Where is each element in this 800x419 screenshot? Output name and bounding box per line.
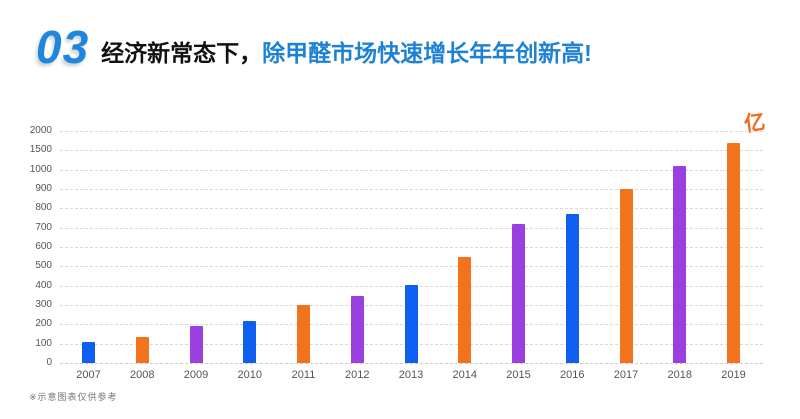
bar-2012 — [350, 296, 364, 363]
gridline-1000 — [60, 169, 763, 171]
gridline-900 — [60, 189, 763, 190]
y-axis-label-0: 0 — [46, 357, 52, 368]
gridline-0 — [60, 363, 763, 364]
y-axis-label-400: 400 — [35, 279, 52, 291]
bar-chart: 亿 0 100 200 300 400 500 600 700 800 900 1000 1500 20… — [30, 111, 767, 381]
y-axis-label-1000: 1000 — [29, 163, 52, 175]
x-axis-label-2008: 2008 — [130, 369, 155, 381]
bar-2008 — [135, 336, 149, 363]
gridline-600 — [60, 247, 763, 248]
x-axis-label-2011: 2011 — [291, 369, 316, 381]
bar-2013 — [404, 284, 418, 363]
page-title: 经济新常态下，除甲醛市场快速增长年年创新高! — [101, 40, 592, 66]
y-axis-label-2000: 2000 — [29, 125, 52, 136]
gridline-2000 — [60, 131, 763, 132]
bar-2016 — [565, 214, 579, 363]
bar-2015 — [512, 223, 525, 363]
x-axis-label-2007: 2007 — [76, 369, 101, 381]
x-axis-label-2016: 2016 — [560, 369, 585, 381]
y-axis-label-600: 600 — [35, 241, 52, 252]
bar-2018 — [673, 165, 687, 363]
bar-2010 — [243, 321, 257, 363]
title-highlight-text: 除甲醛市场快速增长年年创新高! — [262, 40, 592, 66]
bar-2011 — [297, 305, 310, 363]
gridline-700 — [60, 227, 763, 229]
gridline-800 — [60, 208, 763, 210]
y-axis-label-500: 500 — [35, 260, 52, 272]
y-axis-label-300: 300 — [35, 299, 52, 310]
section-number: 03 — [36, 21, 90, 73]
y-axis-label-200: 200 — [35, 318, 52, 330]
x-axis-label-2017: 2017 — [613, 369, 639, 381]
x-axis-label-2012: 2012 — [345, 369, 370, 381]
gridline-1500 — [60, 150, 763, 152]
x-axis-label-2015: 2015 — [506, 369, 531, 381]
y-axis-label-700: 700 — [35, 221, 52, 233]
unit-label: 亿 — [742, 110, 767, 137]
x-axis-label-2013: 2013 — [398, 369, 424, 381]
bar-2017 — [619, 189, 633, 363]
gridline-500 — [60, 266, 763, 268]
section-header: 03 经济新常态下，除甲醛市场快速增长年年创新高! — [36, 24, 592, 70]
footnote: ※示意图表仅供参考 — [29, 392, 118, 402]
x-axis-label-2018: 2018 — [667, 369, 692, 381]
y-axis-label-100: 100 — [35, 337, 52, 349]
x-axis-label-2010: 2010 — [237, 369, 262, 381]
x-axis-label-2014: 2014 — [452, 369, 477, 381]
bar-2014 — [458, 256, 472, 363]
y-axis-label-1500: 1500 — [29, 144, 52, 156]
x-axis-label-2009: 2009 — [183, 369, 209, 381]
bar-2007 — [82, 341, 95, 363]
y-axis-label-900: 900 — [35, 183, 52, 194]
y-axis-label-800: 800 — [35, 202, 52, 214]
bar-2009 — [189, 326, 203, 363]
x-axis-label-2019: 2019 — [721, 369, 746, 381]
title-plain-text: 经济新常态下， — [101, 40, 263, 66]
bar-2019 — [727, 142, 740, 363]
